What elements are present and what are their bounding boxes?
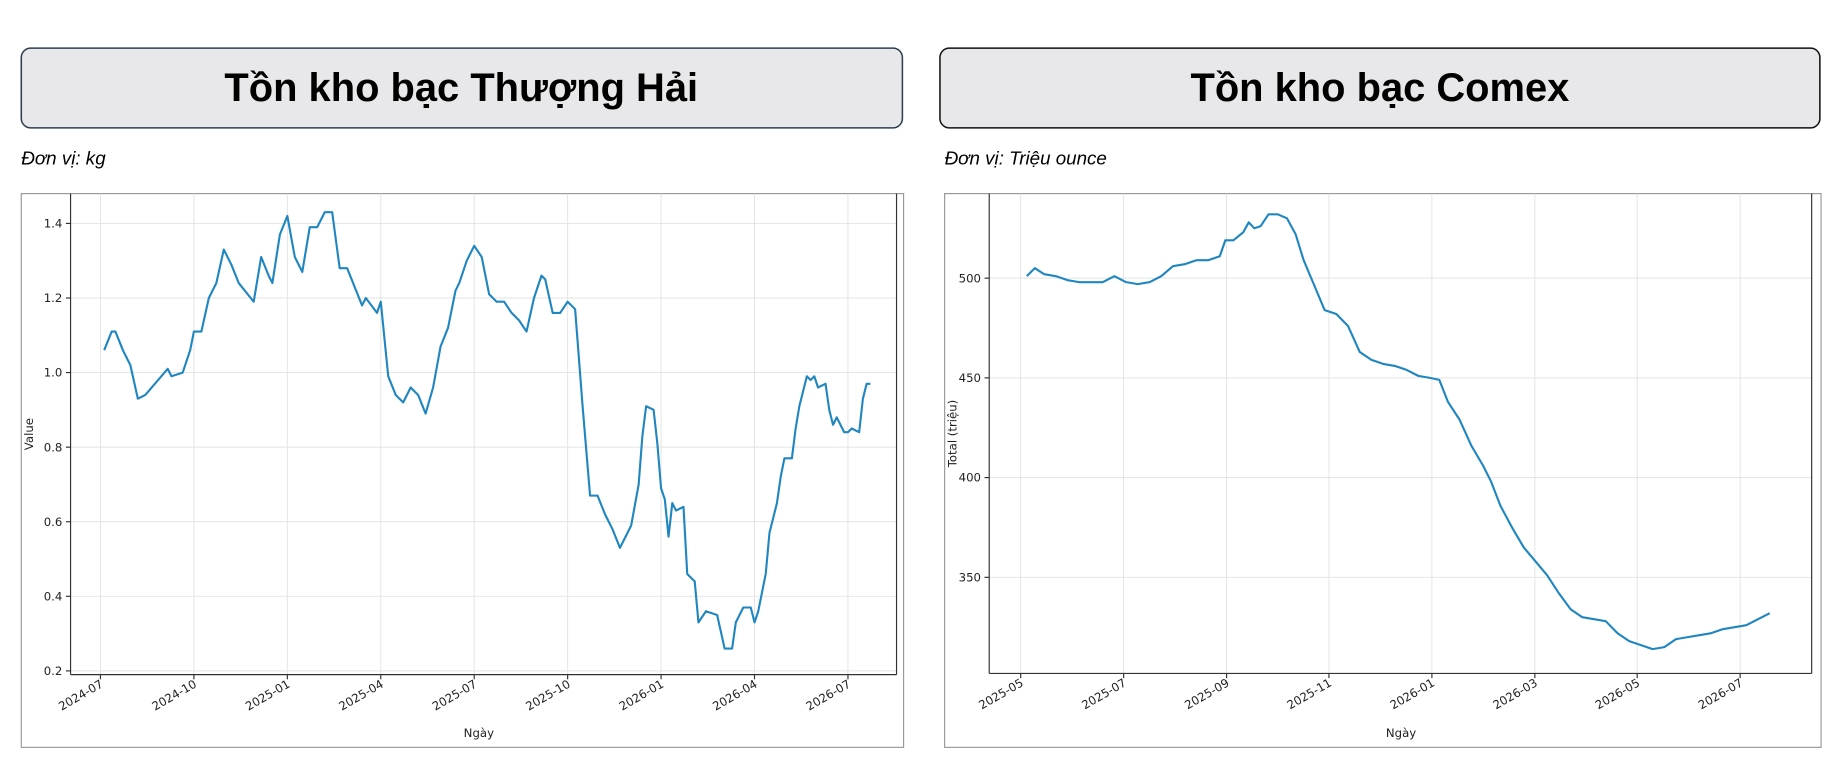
data-line	[103, 211, 871, 650]
x-tick-label: 2025-07	[1079, 676, 1128, 713]
x-tick-label: 2025-07	[430, 677, 479, 714]
y-axis-label: Value	[22, 418, 36, 450]
panel-title: Tồn kho bạc Thượng Hải	[224, 66, 698, 110]
chart-frame	[944, 193, 1822, 748]
panel-title: Tồn kho bạc Comex	[1190, 66, 1569, 110]
y-tick-label: 0.2	[44, 664, 63, 678]
x-tick-label: 2026-05	[1593, 676, 1642, 713]
unit-note: Đơn vị: Triệu ounce	[945, 147, 1107, 168]
chart-frame	[20, 193, 905, 748]
data-line	[1026, 213, 1771, 651]
x-axis-label: Ngày	[1386, 726, 1416, 740]
title-box	[939, 47, 1821, 129]
x-tick-label: 2025-04	[336, 677, 385, 714]
x-axis-label: Ngày	[464, 726, 494, 740]
y-tick-label: 1.2	[44, 291, 63, 305]
x-tick-label: 2025-05	[976, 676, 1025, 713]
y-tick-label: 450	[959, 371, 981, 385]
y-tick-label: 0.8	[44, 440, 63, 454]
x-tick-label: 2024-07	[56, 677, 105, 714]
y-tick-label: 0.6	[44, 515, 63, 529]
x-tick-label: 2026-01	[1388, 676, 1437, 713]
unit-note: Đơn vị: kg	[21, 147, 106, 168]
x-tick-label: 2025-01	[243, 677, 292, 714]
y-tick-label: 500	[959, 271, 981, 285]
x-tick-label: 2026-04	[710, 677, 759, 714]
x-tick-label: 2025-11	[1285, 676, 1334, 713]
y-tick-label: 400	[959, 471, 981, 485]
x-tick-label: 2026-07	[804, 677, 853, 714]
x-tick-label: 2025-10	[523, 677, 572, 714]
x-tick-label: 2025-09	[1182, 676, 1231, 713]
title-box	[20, 47, 904, 129]
y-tick-label: 0.4	[44, 589, 63, 603]
x-tick-label: 2024-10	[150, 677, 199, 714]
y-tick-label: 1.0	[44, 366, 63, 380]
x-tick-label: 2026-03	[1490, 676, 1539, 713]
y-axis-label: Total (triệu)	[945, 400, 959, 469]
y-tick-label: 1.4	[44, 217, 63, 231]
y-tick-label: 350	[959, 570, 981, 584]
x-tick-label: 2026-01	[617, 677, 666, 714]
x-tick-label: 2026-07	[1696, 676, 1745, 713]
